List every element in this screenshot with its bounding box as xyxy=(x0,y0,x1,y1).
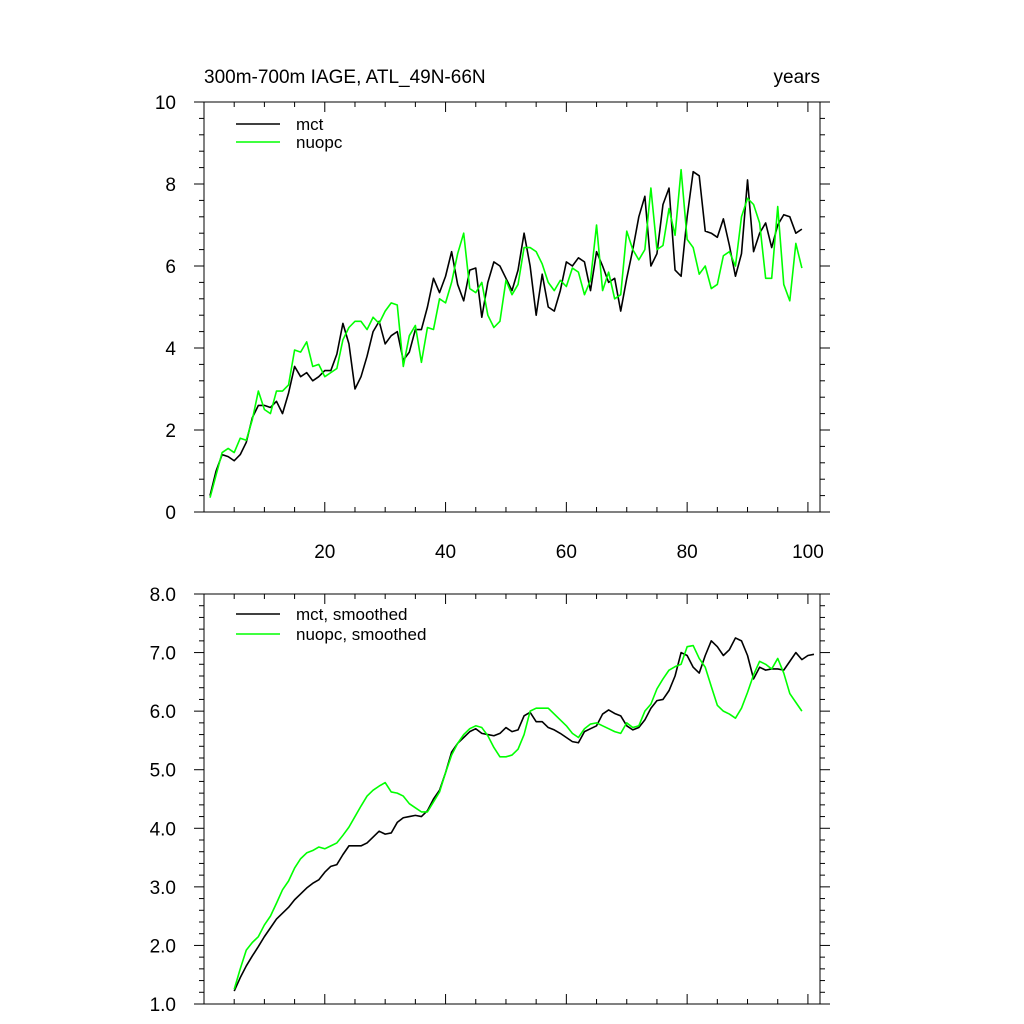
y-tick-label: 6 xyxy=(165,257,176,278)
x-tick-label: 80 xyxy=(677,542,698,563)
series-line-nuopc-smoothed xyxy=(233,644,803,990)
chart-title: 300m-700m IAGE, ATL_49N-66N xyxy=(204,67,486,88)
series-line-mct xyxy=(209,170,803,496)
y-tick-label: 1.0 xyxy=(150,995,176,1016)
top-legend: mct nuopc xyxy=(236,115,343,152)
y-tick-label: 0 xyxy=(165,503,176,524)
top-panel: 300m-700m IAGE, ATL_49N-66N years 20 40 60… xyxy=(155,67,830,563)
units-label: years xyxy=(774,67,820,88)
bottom-legend: mct, smoothed nuopc, smoothed xyxy=(236,605,426,644)
top-axis-ticks: 20 40 60 80 100 0 2 4 6 8 10 xyxy=(155,93,830,563)
legend-label-mct: mct xyxy=(296,115,324,134)
y-tick-label: 6.0 xyxy=(150,702,176,723)
legend-label-mct-smoothed: mct, smoothed xyxy=(296,605,408,624)
bottom-plot-frame xyxy=(203,593,821,1005)
y-tick-label: 4 xyxy=(165,339,176,360)
x-tick-label: 40 xyxy=(435,542,456,563)
y-tick-label: 2.0 xyxy=(150,936,176,957)
top-series-group xyxy=(209,168,803,498)
y-tick-label: 8 xyxy=(165,175,176,196)
y-tick-label: 10 xyxy=(155,93,176,114)
x-tick-label: 60 xyxy=(556,542,577,563)
x-tick-label: 100 xyxy=(792,542,824,563)
y-tick-label: 5.0 xyxy=(150,761,176,782)
series-line-mct-smoothed xyxy=(233,637,815,992)
bottom-panel: 1.0 2.0 3.0 4.0 5.0 6.0 7.0 8.0 mct, smoothed n… xyxy=(150,585,830,1016)
series-line-nuopc xyxy=(209,168,803,498)
legend-label-nuopc: nuopc xyxy=(296,133,343,152)
y-tick-label: 2 xyxy=(165,421,176,442)
y-tick-label: 3.0 xyxy=(150,878,176,899)
y-tick-label: 8.0 xyxy=(150,585,176,606)
legend-label-nuopc-smoothed: nuopc, smoothed xyxy=(296,625,426,644)
x-tick-label: 20 xyxy=(314,542,335,563)
bottom-axis-ticks: 1.0 2.0 3.0 4.0 5.0 6.0 7.0 8.0 xyxy=(150,585,830,1016)
y-tick-label: 7.0 xyxy=(150,644,176,665)
top-plot-frame xyxy=(203,101,821,513)
y-tick-label: 4.0 xyxy=(150,819,176,840)
bottom-series-group xyxy=(233,637,815,992)
